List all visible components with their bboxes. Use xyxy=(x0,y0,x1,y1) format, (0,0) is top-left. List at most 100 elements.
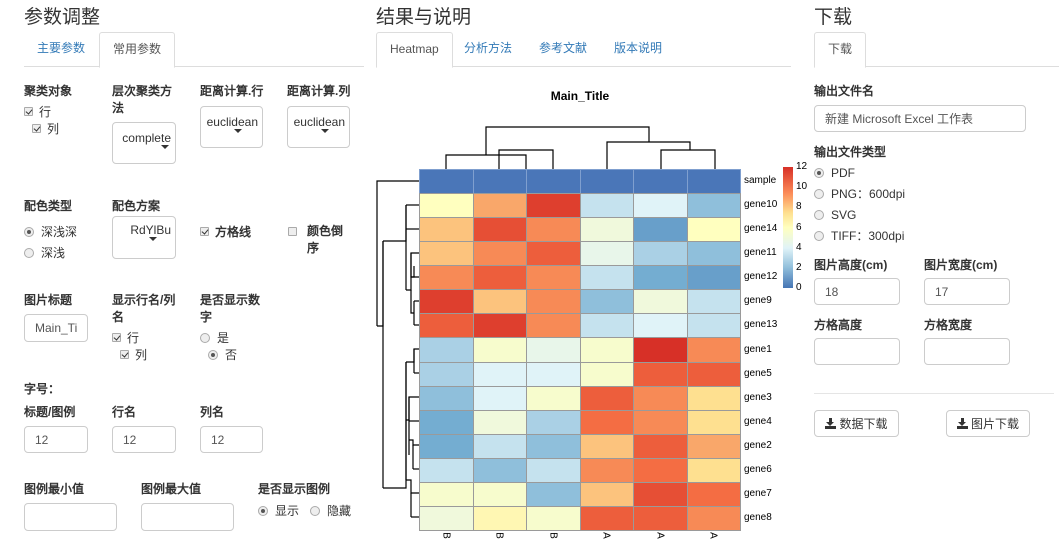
heatmap-cell xyxy=(419,313,474,339)
col-name-font-input[interactable]: 12 xyxy=(200,426,263,453)
colorbar-tick-label: 0 xyxy=(796,282,802,293)
download-tabs: 下载 xyxy=(814,32,1059,68)
show-legend-radio[interactable]: 显示 xyxy=(258,502,299,519)
file-type-svg-radio[interactable]: SVG xyxy=(814,206,856,223)
caret-down-icon xyxy=(161,145,169,149)
reverse-color-checkbox[interactable]: 颜色倒序 xyxy=(288,223,345,257)
colorbar-tick-label: 2 xyxy=(796,261,802,273)
cell-height-input[interactable] xyxy=(814,338,900,365)
heatmap-cell xyxy=(686,313,741,339)
cell-width-input[interactable] xyxy=(924,338,1010,365)
heatmap-cell xyxy=(633,361,688,387)
file-type-png-radio[interactable]: PNG：600dpi xyxy=(814,185,905,202)
heatmap-row-label: gene10 xyxy=(744,199,778,211)
tab-main-params[interactable]: 主要参数 xyxy=(37,41,86,55)
tab-analysis-method[interactable]: 分析方法 xyxy=(464,41,513,55)
legend-max-input[interactable] xyxy=(141,503,234,531)
heatmap-row-label: gene2 xyxy=(744,439,772,451)
heatmap-cell xyxy=(526,481,581,507)
hide-legend-radio[interactable]: 隐藏 xyxy=(310,502,351,519)
option-label: 深浅深 xyxy=(41,225,78,239)
select-value: RdYlBu xyxy=(130,223,171,237)
heatmap-cell xyxy=(472,337,527,363)
radio-icon xyxy=(258,505,268,516)
file-type-tiff-radio[interactable]: TIFF：300dpi xyxy=(814,227,904,244)
heatmap-cell xyxy=(633,433,688,459)
option-label: TIFF：300dpi xyxy=(831,229,905,243)
heatmap-cell xyxy=(419,481,474,507)
heatmap-cell xyxy=(579,289,634,315)
colorbar xyxy=(783,167,793,288)
legend-min-input[interactable] xyxy=(24,503,117,531)
distance-col-select[interactable]: euclidean xyxy=(287,106,350,148)
heatmap-grid xyxy=(419,169,741,531)
data-download-button[interactable]: 数据下载 xyxy=(814,410,899,437)
heatmap-cell xyxy=(526,505,581,531)
show-numbers-no-radio[interactable]: 否 xyxy=(208,346,237,363)
file-name-input[interactable]: 新建 Microsoft Excel 工作表 xyxy=(814,105,1026,132)
tab-download[interactable]: 下载 xyxy=(814,32,867,68)
image-width-input[interactable]: 17 xyxy=(924,278,1010,305)
show-col-names-checkbox[interactable]: 列 xyxy=(120,346,147,363)
title-legend-font-label: 标题/图例 xyxy=(24,405,76,419)
heatmap-row-label: gene8 xyxy=(744,511,772,523)
color-scheme-select[interactable]: RdYlBu xyxy=(112,216,176,259)
grid-lines-checkbox[interactable]: 方格线 xyxy=(200,223,251,240)
heatmap-col-label: B xyxy=(440,532,452,539)
colorbar-tick-label: 8 xyxy=(796,201,802,213)
heatmap-row-label: gene6 xyxy=(744,463,772,475)
radio-icon xyxy=(24,247,34,258)
heatmap-cell xyxy=(633,409,688,435)
heatmap-cell xyxy=(686,481,741,507)
file-type-pdf-radio[interactable]: PDF xyxy=(814,164,855,181)
radio-icon xyxy=(814,230,824,241)
cell-width-label: 方格宽度 xyxy=(924,318,973,332)
tab-references[interactable]: 参考文献 xyxy=(539,41,588,55)
distance-row-select[interactable]: euclidean xyxy=(200,106,263,148)
tab-common-params[interactable]: 常用参数 xyxy=(99,32,176,68)
color-scheme-label: 配色方案 xyxy=(112,199,161,213)
font-size-label: 字号： xyxy=(24,382,61,396)
heatmap-cell xyxy=(472,289,527,315)
heatmap-cell xyxy=(686,409,741,435)
show-numbers-yes-radio[interactable]: 是 xyxy=(200,329,229,346)
cluster-method-select[interactable]: complete xyxy=(112,122,176,164)
heatmap-cell xyxy=(472,409,527,435)
heatmap-cell xyxy=(579,505,634,531)
heatmap-col-label: A xyxy=(654,532,666,539)
heatmap-cell xyxy=(526,385,581,411)
image-title-input[interactable]: Main_Ti xyxy=(24,314,88,342)
color-type-dark-light-dark-radio[interactable]: 深浅深 xyxy=(24,223,77,240)
heatmap-col-label: A xyxy=(707,532,719,539)
color-type-dark-light-radio[interactable]: 深浅 xyxy=(24,244,65,261)
row-name-font-input[interactable]: 12 xyxy=(112,426,176,453)
heatmap-cell xyxy=(686,289,741,315)
cell-height-label: 方格高度 xyxy=(814,318,863,332)
cluster-col-checkbox[interactable]: 列 xyxy=(32,120,59,137)
colorbar-tick-label: 10 xyxy=(796,181,808,193)
results-panel-title: 结果与说明 xyxy=(376,7,472,28)
heatmap-cell xyxy=(686,265,741,291)
heatmap-cell xyxy=(579,433,634,459)
tab-heatmap[interactable]: Heatmap xyxy=(376,32,453,68)
image-height-input[interactable]: 18 xyxy=(814,278,900,305)
show-row-names-checkbox[interactable]: 行 xyxy=(112,329,139,346)
heatmap-cell xyxy=(686,385,741,411)
results-panel: 结果与说明 Heatmap 分析方法 参考文献 版本说明 xyxy=(376,0,791,552)
image-download-button[interactable]: 图片下载 xyxy=(946,410,1030,437)
heatmap-cell xyxy=(686,241,741,267)
heatmap-cell xyxy=(472,169,527,195)
heatmap-cell xyxy=(419,217,474,243)
heatmap-row-label: gene1 xyxy=(744,343,772,355)
download-panel: 下载 下载 输出文件名 新建 Microsoft Excel 工作表 输出文件类… xyxy=(814,0,1059,552)
heatmap-cell xyxy=(419,385,474,411)
colorbar-tick-label: 4 xyxy=(796,241,802,253)
title-legend-font-input[interactable]: 12 xyxy=(24,426,88,453)
radio-icon xyxy=(208,349,218,360)
tab-version-notes[interactable]: 版本说明 xyxy=(614,41,663,55)
heatmap-cell xyxy=(579,313,634,339)
cluster-row-checkbox[interactable]: 行 xyxy=(24,103,51,120)
image-height-label: 图片高度(cm) xyxy=(814,258,888,272)
colorbar-tick-label: 12 xyxy=(796,161,808,172)
heatmap-cell xyxy=(633,193,688,219)
